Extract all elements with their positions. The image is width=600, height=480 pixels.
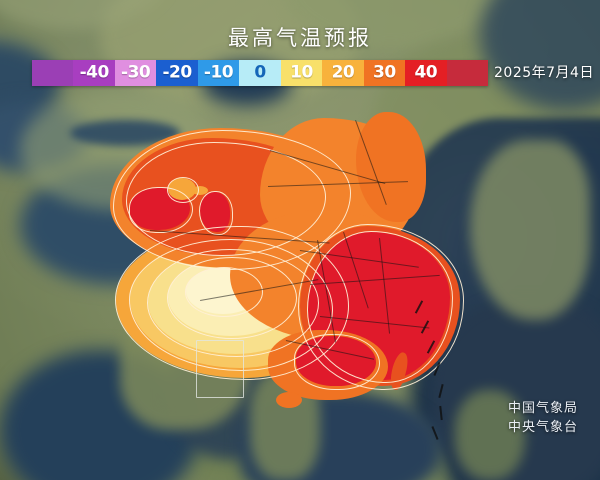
contour-east-outer <box>298 224 464 390</box>
japan-korea-land <box>470 140 590 320</box>
contour-over40-tarim <box>129 187 193 233</box>
contour-south-core <box>294 334 380 390</box>
contour-east-core <box>307 231 453 383</box>
maritime-boundary-dash <box>438 383 444 399</box>
south-china-sea-inset-box <box>196 340 244 398</box>
band-northeast <box>356 112 426 222</box>
philippines-land <box>455 390 525 480</box>
colorbar-segment--40: -40 <box>73 60 115 86</box>
forecast-date: 2025年7月4日 <box>494 65 594 81</box>
colorbar-segment-edge-10 <box>446 60 488 86</box>
maritime-boundary-dash <box>431 426 439 440</box>
contour-cool-pocket <box>167 177 199 203</box>
colorbar-tick--20: -20 <box>162 62 192 83</box>
colorbar-tick--40: -40 <box>79 62 110 83</box>
colorbar-tick-0: 0 <box>254 62 266 83</box>
colorbar-segment-0: 0 <box>239 60 281 86</box>
colorbar-segment-20: 20 <box>322 60 364 86</box>
maritime-boundary-dash <box>439 405 443 421</box>
colorbar-tick-40: 40 <box>414 62 438 83</box>
colorbar-segment-edge-0 <box>32 60 74 86</box>
hainan-island <box>276 392 302 408</box>
colorbar-tick--10: -10 <box>203 62 234 83</box>
temperature-colorbar: -40 -30 -20 -10 0 10 20 30 40 <box>32 60 488 86</box>
colorbar-tick-20: 20 <box>331 62 355 83</box>
colorbar-segment--10: -10 <box>197 60 240 86</box>
attribution-line-1: 中国气象局 <box>507 401 578 417</box>
colorbar-tick-10: 10 <box>290 62 313 83</box>
colorbar-segment-10: 10 <box>280 60 323 86</box>
colorbar-segment-40: 40 <box>405 60 447 86</box>
attribution: 中国气象局 中央气象台 <box>508 400 578 438</box>
colorbar-tick-30: 30 <box>373 62 396 83</box>
colorbar-segment--30: -30 <box>114 60 157 86</box>
attribution-line-2: 中央气象台 <box>507 420 578 436</box>
contour-plateau-core <box>185 267 263 317</box>
colorbar-segment-30: 30 <box>363 60 406 86</box>
colorbar-tick--30: -30 <box>121 62 151 83</box>
contour-plateau-4 <box>167 257 297 339</box>
colorbar-segment--20: -20 <box>156 60 198 86</box>
